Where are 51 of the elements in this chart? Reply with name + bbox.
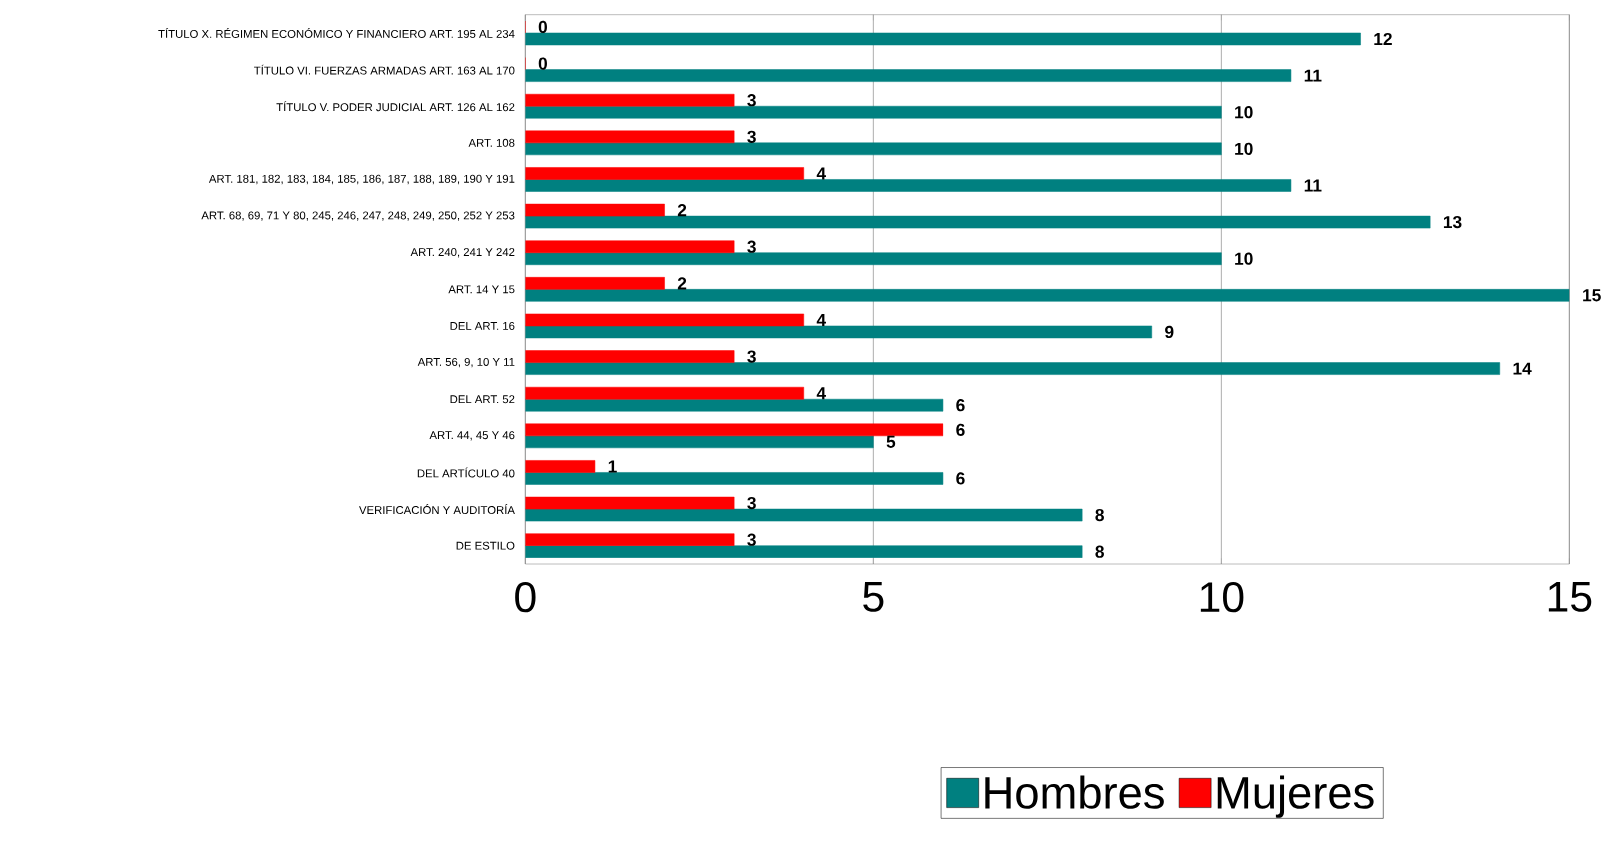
data-label: 8 xyxy=(1095,545,1104,558)
data-label: 4 xyxy=(816,314,827,326)
data-label: 6 xyxy=(956,399,965,412)
data-label: 14 xyxy=(1513,362,1532,375)
legend-label: Hombres xyxy=(985,775,1164,809)
data-label: 2 xyxy=(677,277,687,290)
data-label: 2 xyxy=(677,204,687,217)
data-label: 3 xyxy=(747,240,756,253)
y-tick-label: TÍTULO VI. FUERZAS ARMADAS ART. 163 AL 170 xyxy=(254,64,515,75)
y-tick-label: ART. 56, 9, 10 Y 11 xyxy=(417,357,515,368)
data-label: 4 xyxy=(816,167,827,180)
data-label: 3 xyxy=(747,350,756,363)
data-label: 3 xyxy=(747,130,756,143)
data-label: 1 xyxy=(608,460,617,473)
y-tick-label: DE ESTILO xyxy=(456,541,515,550)
data-label: 6 xyxy=(956,472,965,485)
data-label: 3 xyxy=(747,496,756,510)
data-label: 8 xyxy=(1095,508,1104,522)
y-tick-label: DEL ART. 16 xyxy=(450,321,515,330)
data-label: 5 xyxy=(886,435,896,448)
data-label: 0 xyxy=(538,57,547,70)
data-label: 15 xyxy=(1583,289,1601,302)
x-tick-label: 15 xyxy=(1548,582,1592,612)
data-label: 4 xyxy=(816,387,827,400)
x-tick-label: 5 xyxy=(863,582,884,612)
y-tick-label: VERIFICACIÓN Y AUDITORÍA xyxy=(359,504,515,515)
y-tick-label: ART. 240, 241 Y 242 xyxy=(410,248,515,258)
data-label: 3 xyxy=(747,94,756,107)
data-label: 10 xyxy=(1235,142,1253,155)
y-tick-label: DEL ARTÍCULO 40 xyxy=(417,467,515,478)
data-label: 11 xyxy=(1304,69,1322,82)
y-tick-label: ART. 68, 69, 71 Y 80, 245, 246, 247, 248, 249, 250, 252 Y 253 xyxy=(201,211,515,221)
data-label: 10 xyxy=(1235,252,1253,265)
y-tick-label: TÍTULO V. PODER JUDICIAL ART. 126 AL 162 xyxy=(276,101,515,112)
data-label: 0 xyxy=(538,20,547,34)
y-tick-label: TÍTULO X. RÉGIMEN ECONÓMICO Y FINANCIERO ART. 195 AL 234 xyxy=(158,28,515,38)
data-label: 6 xyxy=(956,423,965,436)
legend-label: Mujeres xyxy=(1217,775,1374,818)
y-tick-label: ART. 14 Y 15 xyxy=(448,285,515,294)
data-label: 10 xyxy=(1235,106,1253,119)
data-label: 13 xyxy=(1443,215,1462,229)
y-tick-label: ART. 44, 45 Y 46 xyxy=(429,431,515,441)
data-label: 11 xyxy=(1304,179,1322,192)
y-tick-label: ART. 108 xyxy=(468,138,515,147)
x-tick-label: 0 xyxy=(515,582,536,613)
x-tick-label: 10 xyxy=(1200,582,1244,613)
data-label: 9 xyxy=(1165,325,1174,339)
data-label: 12 xyxy=(1374,32,1392,46)
y-tick-label: ART. 181, 182, 183, 184, 185, 186, 187, 188, 189, 190 Y 191 xyxy=(208,174,515,185)
y-tick-label: DEL ART. 52 xyxy=(450,395,515,404)
data-label: 3 xyxy=(747,533,756,546)
